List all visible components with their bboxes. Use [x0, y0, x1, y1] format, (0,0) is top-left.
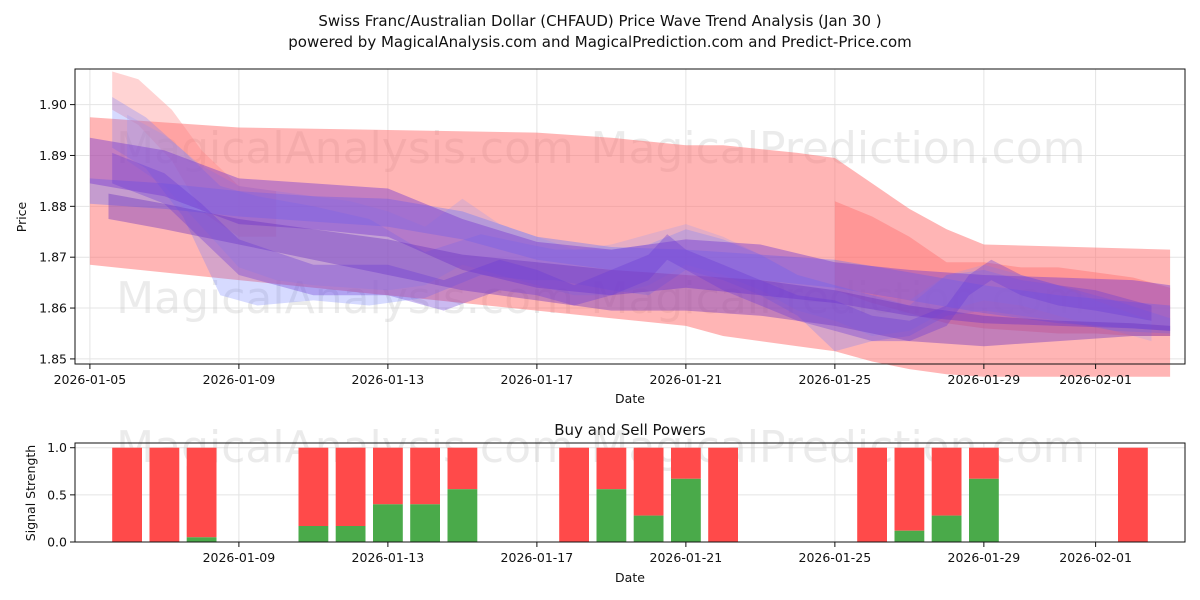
price-xtick-label-1: 2026-01-09	[203, 372, 276, 387]
signal-xtick-label-4: 2026-01-25	[799, 550, 872, 565]
signal-xtick-label-0: 2026-01-09	[203, 550, 276, 565]
price-xtick-label-6: 2026-01-29	[948, 372, 1021, 387]
price-band-purple-band-main	[89, 137, 1171, 331]
buy-bar-7	[447, 489, 478, 542]
price-ytick-label-3: 1.88	[39, 199, 67, 214]
buy-bar-14	[894, 530, 925, 542]
price-ytick-label-4: 1.89	[39, 148, 67, 163]
buy-bar-15	[931, 515, 962, 542]
signal-plot-frame	[74, 442, 1186, 543]
buy-bar-5	[373, 504, 403, 542]
signal-xtick-label-1: 2026-01-13	[352, 550, 425, 565]
price-plot-frame	[74, 68, 1186, 365]
price-band-red-spike-early	[112, 71, 277, 237]
chart-title-line1: Swiss Franc/Australian Dollar (CHFAUD) P…	[318, 12, 881, 30]
signal-watermark-1: MagicalPrediction.com	[591, 422, 1086, 473]
sell-bar-9	[596, 447, 627, 490]
sell-bar-6	[410, 447, 440, 505]
price-ytick-label-1: 1.86	[39, 301, 67, 316]
price-ytick-label-2: 1.87	[39, 250, 67, 265]
price-band-blue-wave-2	[127, 114, 1152, 342]
price-y-ticks: 1.85 1.86 1.87 1.88 1.89 1.90	[39, 97, 75, 366]
buy-bar-2	[186, 537, 217, 542]
signal-xtick-label-5: 2026-01-29	[948, 550, 1021, 565]
price-y-axis-label: Price	[14, 201, 29, 232]
sell-bar-4	[335, 447, 366, 526]
signal-xtick-label-2: 2026-01-17	[501, 550, 574, 565]
signal-y-ticks: 0.0 0.5 1.0	[47, 440, 75, 550]
buy-bar-3	[298, 526, 329, 542]
sell-bar-13	[857, 447, 887, 542]
buy-bar-16	[969, 478, 999, 542]
signal-panel: Buy and Sell Powers MagicalAnalysis.com M…	[23, 421, 1186, 585]
price-band-purple-wave	[112, 152, 1152, 342]
price-x-ticks: 2026-01-05 2026-01-09 2026-01-13 2026-01-17…	[54, 364, 1132, 387]
price-xtick-label-7: 2026-02-01	[1059, 372, 1132, 387]
chart-title-line2: powered by MagicalAnalysis.com and Magic…	[288, 33, 912, 51]
price-xtick-label-4: 2026-01-21	[650, 372, 723, 387]
price-xtick-label-0: 2026-01-05	[54, 372, 127, 387]
sell-bar-2	[186, 447, 217, 538]
price-band-red-envelope-wide	[89, 117, 1171, 377]
price-xtick-label-5: 2026-01-25	[799, 372, 872, 387]
buy-bar-6	[410, 504, 440, 542]
sell-bar-11	[671, 447, 701, 479]
price-band-blue-wave-1	[112, 97, 1171, 352]
signal-y-axis-label: Signal Strength	[23, 445, 38, 541]
signal-xtick-label-6: 2026-02-01	[1059, 550, 1132, 565]
price-xtick-label-2: 2026-01-13	[352, 372, 425, 387]
sell-bar-15	[931, 447, 962, 516]
price-wave-bands	[89, 71, 1171, 377]
buy-bar-4	[335, 526, 366, 542]
signal-xtick-label-3: 2026-01-21	[650, 550, 723, 565]
sell-bar-0	[112, 447, 142, 542]
sell-bar-7	[447, 447, 478, 490]
signal-x-axis-label: Date	[615, 570, 645, 585]
signal-ytick-label-1: 0.5	[47, 487, 67, 502]
price-x-axis-label: Date	[615, 391, 645, 406]
buy-bar-11	[671, 478, 701, 542]
signal-ytick-label-0: 0.0	[47, 535, 67, 550]
price-band-blue-band-upper	[89, 178, 1171, 331]
sell-bar-1	[149, 447, 180, 542]
sell-bar-8	[559, 447, 589, 542]
signal-bars	[112, 447, 1148, 542]
sell-bar-12	[708, 447, 738, 542]
price-xtick-label-3: 2026-01-17	[501, 372, 574, 387]
sell-bar-16	[969, 447, 999, 479]
signal-x-ticks: 2026-01-09 2026-01-13 2026-01-17 2026-01-21…	[203, 542, 1132, 565]
sell-bar-10	[633, 447, 664, 516]
price-panel: MagicalAnalysis.comMagicalPrediction.com…	[14, 68, 1186, 406]
sell-bar-17	[1118, 447, 1148, 542]
signal-ytick-label-2: 1.0	[47, 440, 67, 455]
price-band-red-right-band	[834, 201, 1171, 336]
buy-bar-9	[596, 489, 627, 542]
buy-bar-10	[633, 515, 664, 542]
price-ytick-label-0: 1.85	[39, 351, 67, 366]
sell-bar-5	[373, 447, 403, 505]
sell-bar-3	[298, 447, 329, 526]
sell-bar-14	[894, 447, 925, 531]
price-band-purple-band-lower	[108, 193, 1171, 347]
signal-chart-title: Buy and Sell Powers	[554, 421, 706, 439]
price-ytick-label-5: 1.90	[39, 97, 67, 112]
